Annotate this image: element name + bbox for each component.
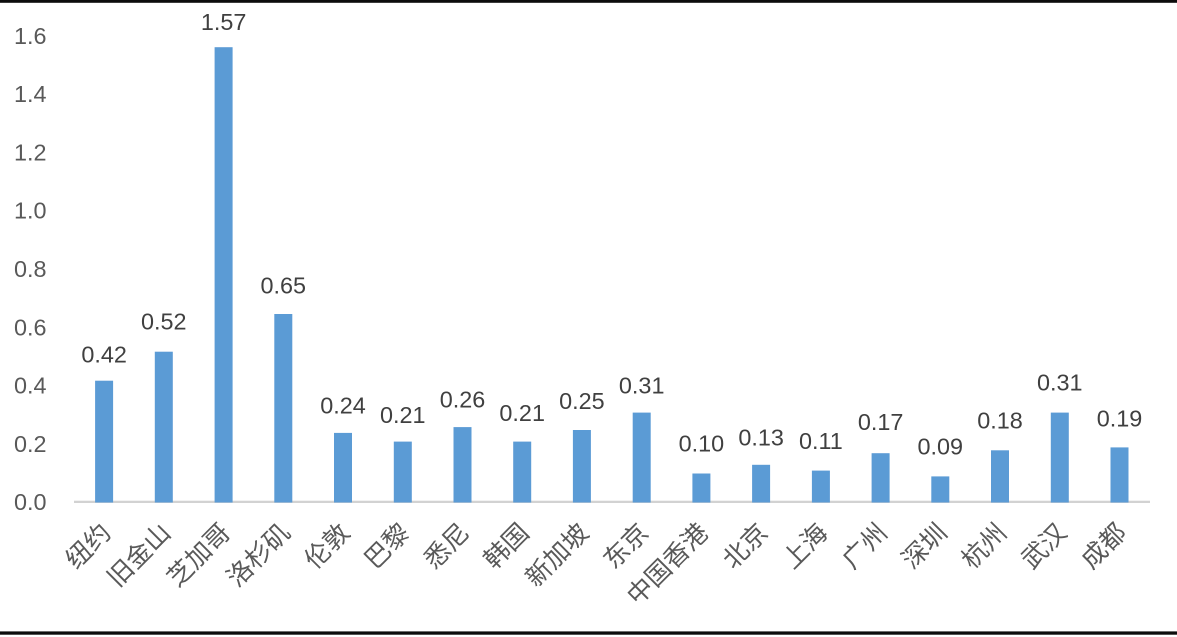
svg-text:0.19: 0.19 <box>1097 406 1143 432</box>
svg-text:1.2: 1.2 <box>14 139 47 165</box>
svg-text:0.8: 0.8 <box>14 256 47 282</box>
svg-text:0.09: 0.09 <box>918 434 964 460</box>
svg-text:0.65: 0.65 <box>261 272 307 298</box>
svg-text:0.2: 0.2 <box>14 431 47 457</box>
svg-text:0.31: 0.31 <box>619 373 665 399</box>
svg-text:0.10: 0.10 <box>679 431 725 457</box>
svg-text:1.6: 1.6 <box>14 23 47 49</box>
svg-text:0.52: 0.52 <box>141 309 187 335</box>
svg-text:0.4: 0.4 <box>14 373 47 399</box>
svg-text:1.0: 1.0 <box>14 198 47 224</box>
svg-text:0.21: 0.21 <box>380 402 426 428</box>
svg-text:0.17: 0.17 <box>858 409 904 435</box>
svg-text:0.11: 0.11 <box>799 428 843 454</box>
svg-text:0.18: 0.18 <box>977 408 1023 434</box>
svg-text:1.4: 1.4 <box>14 81 47 107</box>
svg-text:0.25: 0.25 <box>559 388 605 414</box>
svg-text:1.57: 1.57 <box>201 9 247 35</box>
svg-text:0.24: 0.24 <box>320 392 366 418</box>
svg-text:0.31: 0.31 <box>1037 370 1083 396</box>
svg-text:0.0: 0.0 <box>14 489 47 515</box>
svg-text:0.6: 0.6 <box>14 314 47 340</box>
svg-text:0.21: 0.21 <box>499 400 545 426</box>
svg-text:0.26: 0.26 <box>440 386 486 412</box>
svg-text:0.13: 0.13 <box>738 425 784 451</box>
svg-text:0.42: 0.42 <box>81 342 127 368</box>
